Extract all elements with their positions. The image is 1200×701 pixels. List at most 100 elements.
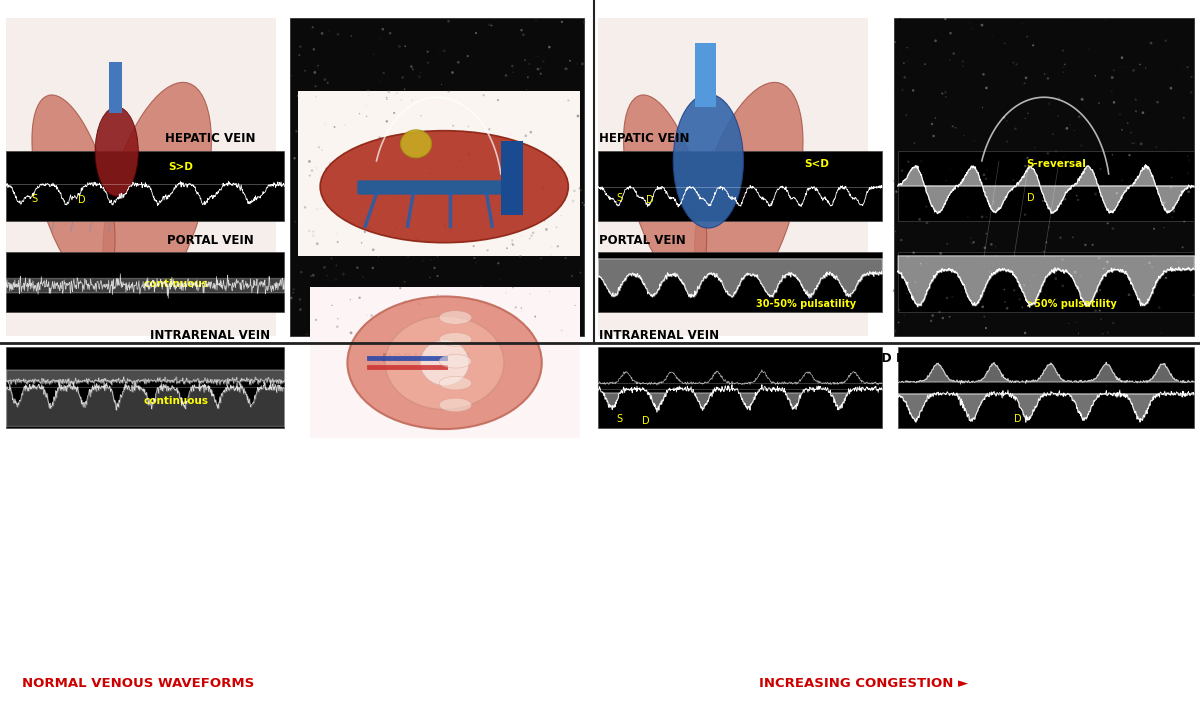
Point [889, 304, 908, 315]
Point [1039, 98, 1058, 109]
Point [936, 175, 955, 186]
Point [326, 274, 346, 285]
Point [428, 294, 448, 306]
Point [511, 302, 530, 313]
Point [514, 176, 533, 187]
Point [934, 313, 953, 324]
Text: continuous: continuous [144, 396, 209, 406]
Point [564, 196, 583, 207]
Ellipse shape [695, 83, 803, 310]
Point [1112, 84, 1132, 95]
Point [1150, 302, 1169, 313]
Point [374, 223, 394, 234]
Point [516, 130, 535, 142]
Point [1110, 109, 1129, 120]
Point [1006, 123, 1025, 135]
Point [396, 294, 415, 306]
Point [976, 260, 995, 271]
Point [1094, 263, 1114, 274]
Point [370, 313, 389, 325]
Point [528, 64, 547, 75]
Point [521, 288, 540, 299]
Point [450, 155, 469, 166]
Point [374, 139, 394, 151]
Point [541, 249, 560, 260]
Point [419, 57, 438, 69]
Bar [298, 91, 580, 256]
Point [1013, 155, 1032, 166]
Point [401, 211, 420, 222]
Bar [6, 252, 284, 312]
Point [906, 277, 925, 288]
Point [307, 204, 326, 215]
Ellipse shape [439, 398, 472, 411]
Point [520, 325, 539, 336]
Point [1116, 320, 1135, 332]
Point [539, 280, 558, 292]
Point [354, 25, 373, 36]
Point [1121, 127, 1140, 138]
Point [458, 121, 478, 132]
Point [402, 61, 421, 72]
Point [1003, 275, 1022, 287]
Point [1056, 293, 1075, 304]
Point [569, 110, 588, 121]
Point [983, 32, 1002, 43]
Point [982, 239, 1001, 250]
Point [544, 162, 563, 173]
Point [300, 170, 319, 181]
Point [1015, 327, 1034, 339]
Point [884, 90, 904, 102]
Point [559, 95, 578, 106]
Point [532, 63, 551, 74]
Point [936, 87, 955, 98]
Point [1148, 97, 1168, 108]
Point [316, 119, 335, 130]
Point [359, 90, 378, 101]
Point [460, 149, 479, 160]
Point [410, 299, 430, 311]
Point [1086, 189, 1105, 200]
Point [362, 310, 382, 321]
Point [1015, 280, 1034, 291]
Point [318, 77, 337, 88]
Point [1092, 252, 1111, 263]
Point [284, 153, 304, 164]
Point [1031, 178, 1050, 189]
Point [394, 72, 413, 83]
Point [497, 287, 516, 299]
Point [378, 94, 397, 105]
Point [943, 121, 962, 132]
Point [907, 165, 926, 176]
Point [388, 88, 407, 99]
Point [965, 135, 984, 147]
Point [318, 270, 337, 281]
Point [1103, 91, 1122, 102]
Point [973, 102, 992, 113]
Point [1103, 223, 1122, 234]
Point [1096, 262, 1115, 273]
Point [1092, 313, 1111, 325]
Point [384, 107, 403, 118]
Point [941, 27, 960, 39]
Point [937, 292, 956, 304]
Text: D: D [78, 196, 85, 205]
Point [925, 232, 944, 243]
Text: PLETHORIC IVC: PLETHORIC IVC [1033, 352, 1139, 365]
Point [284, 284, 304, 295]
Point [1015, 280, 1034, 292]
Point [1052, 254, 1072, 265]
Point [924, 130, 943, 142]
Point [300, 156, 319, 167]
Point [1145, 250, 1164, 261]
Point [432, 39, 451, 50]
Point [467, 27, 486, 39]
Point [1055, 151, 1074, 163]
Point [316, 74, 335, 85]
Point [521, 127, 540, 138]
Point [1024, 159, 1043, 170]
Point [338, 152, 358, 163]
Point [292, 266, 311, 278]
Point [1015, 78, 1034, 89]
Text: PORTAL VEIN: PORTAL VEIN [599, 233, 685, 247]
